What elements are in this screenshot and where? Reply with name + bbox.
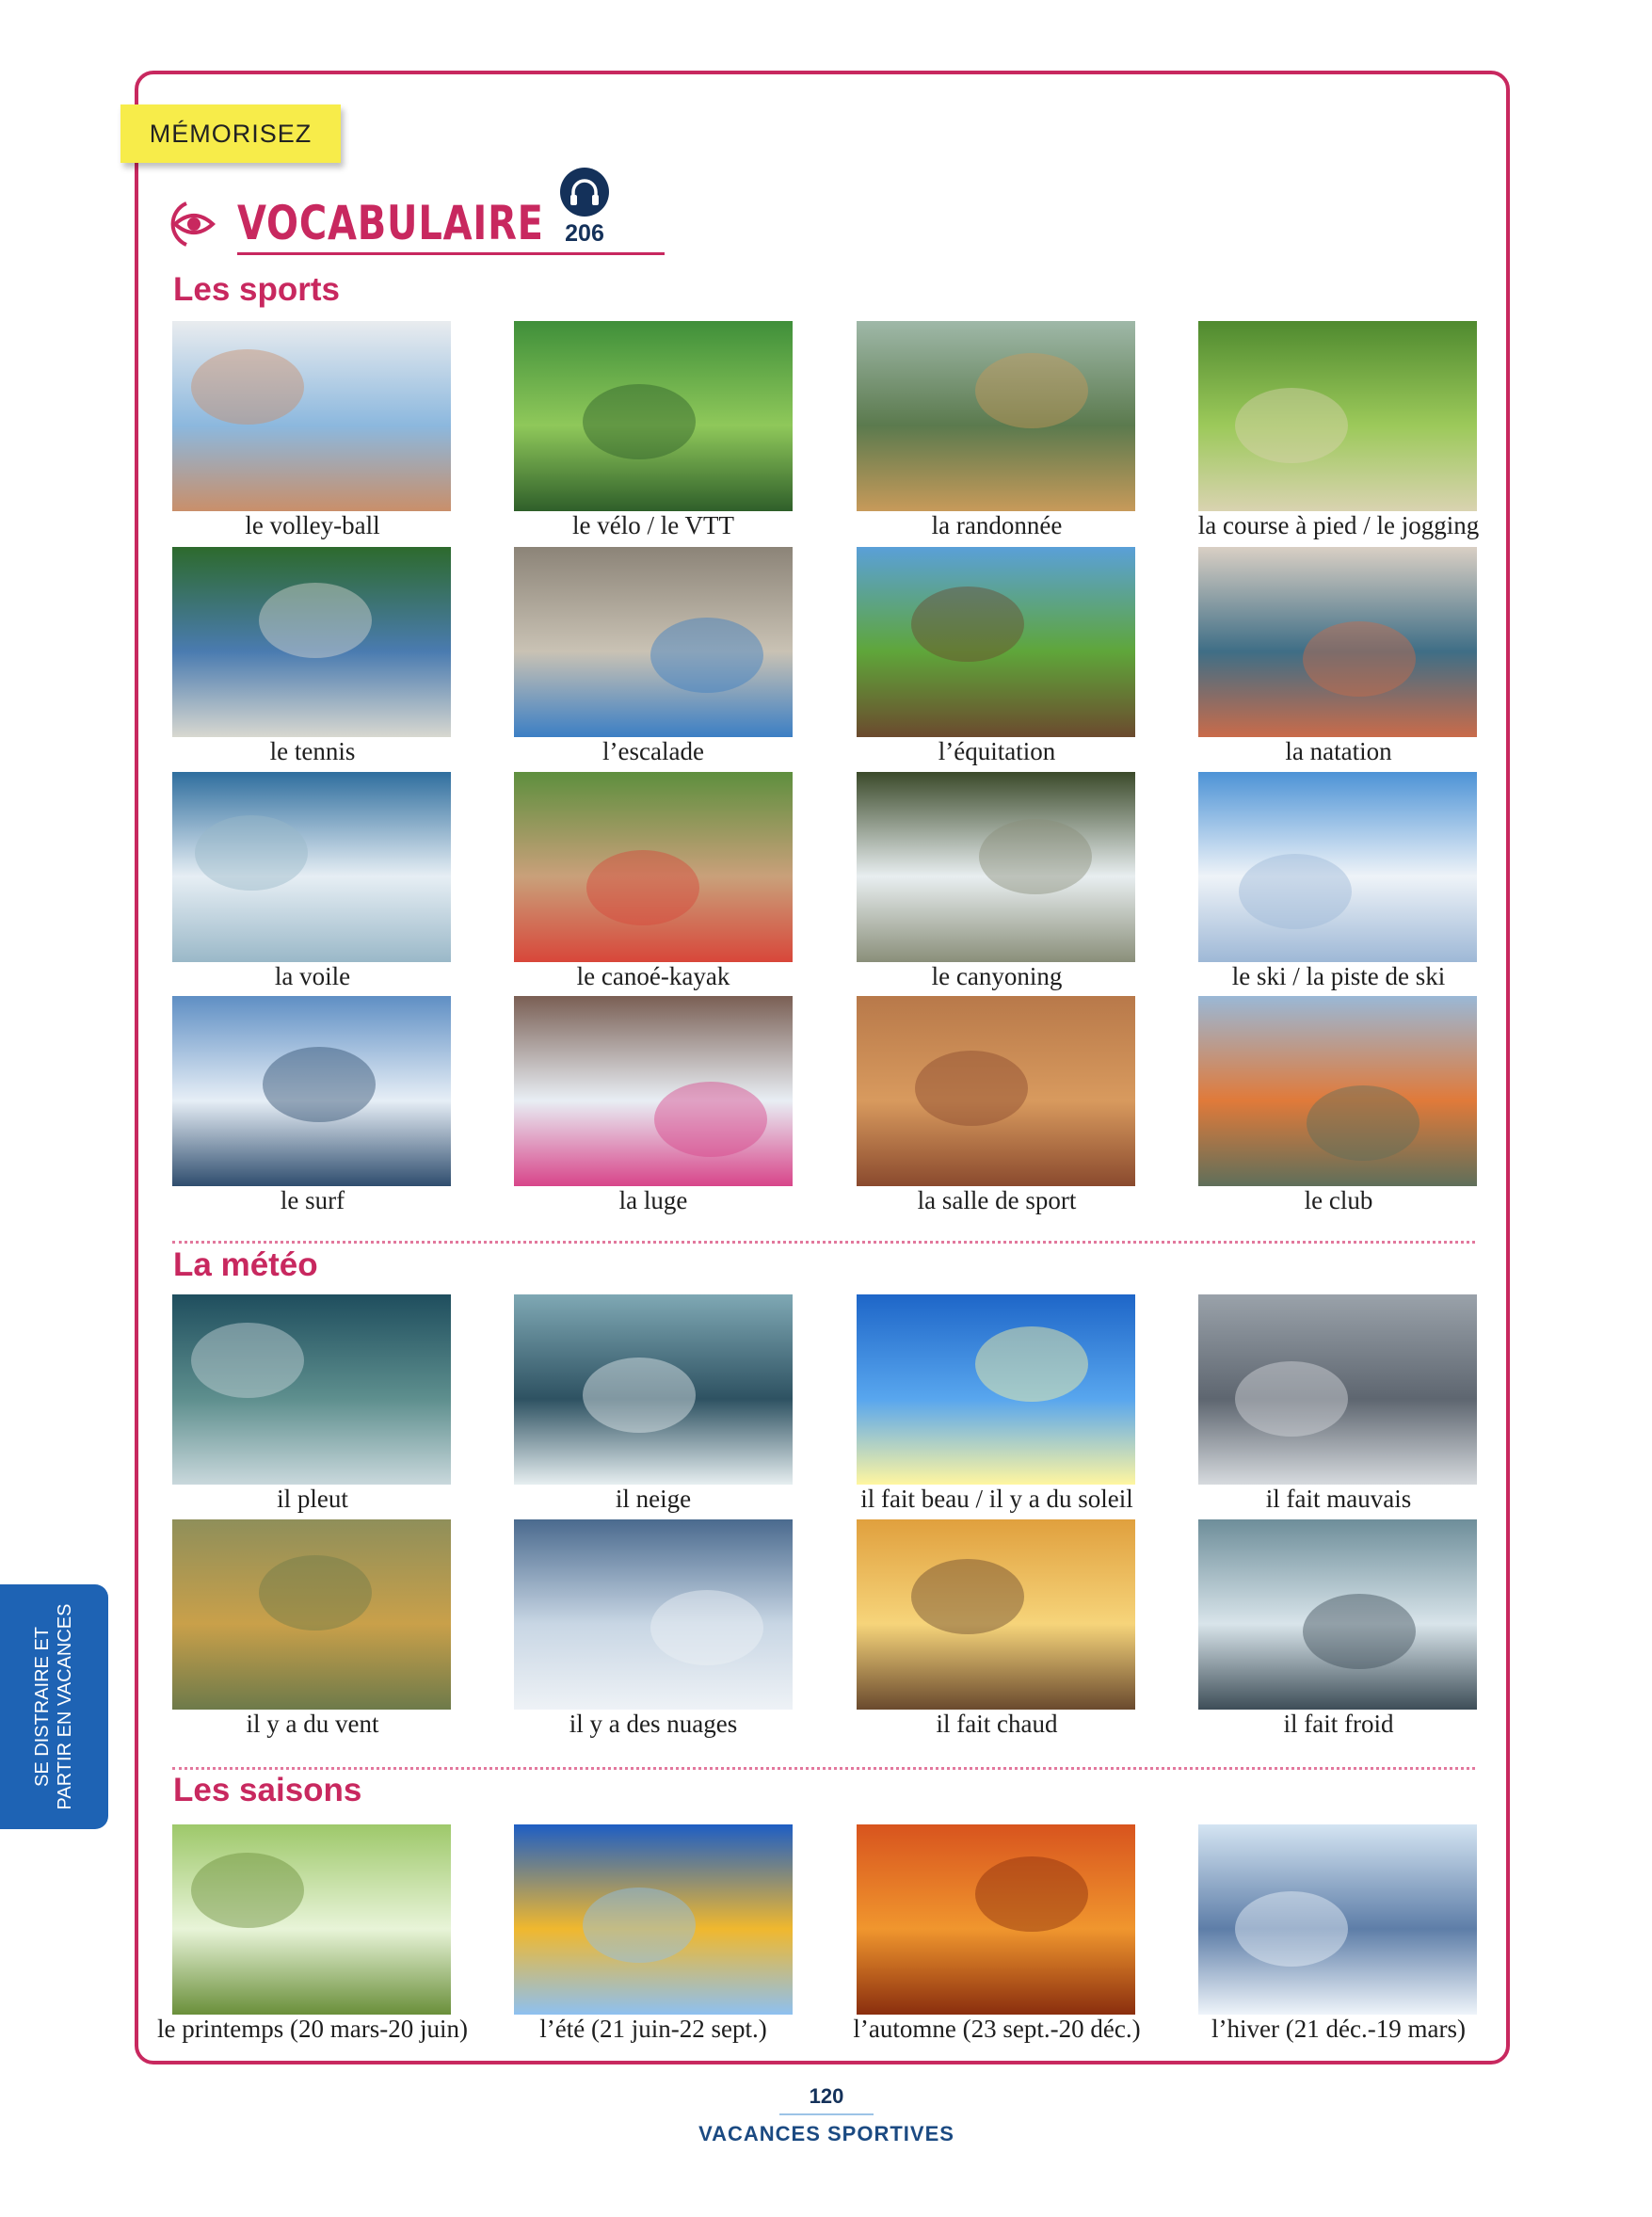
vocab-photo [172, 1519, 451, 1710]
vocab-photo [514, 321, 793, 511]
vocab-photo [857, 772, 1135, 962]
vocab-caption: l’hiver (21 déc.-19 mars) [1211, 2015, 1466, 2043]
vocab-photo [857, 1824, 1135, 2015]
section-title-saisons: Les saisons [173, 1772, 362, 1808]
vocab-photo [514, 772, 793, 962]
vocab-caption: le volley-ball [245, 511, 380, 539]
vocab-caption: l’escalade [602, 737, 704, 765]
vocab-photo [172, 547, 451, 737]
section-title-meteo: La météo [173, 1246, 318, 1283]
side-tab-line: SE DISTRAIRE ET [32, 1626, 53, 1788]
vocab-photo [172, 996, 451, 1186]
side-tab-label: SE DISTRAIRE ET PARTIR EN VACANCES [31, 1604, 76, 1810]
vocab-photo [1198, 996, 1477, 1186]
vocab-caption: il fait chaud [936, 1710, 1058, 1738]
vocab-photo [1198, 321, 1477, 511]
vocab-caption: le club [1304, 1186, 1373, 1214]
vocab-caption: il neige [615, 1485, 692, 1513]
headphones-icon[interactable] [560, 168, 609, 217]
vocab-caption: il fait froid [1283, 1710, 1394, 1738]
vocab-caption: le printemps (20 mars-20 juin) [157, 2015, 468, 2043]
vocab-caption: le ski / la piste de ski [1231, 962, 1446, 990]
vocab-photo [172, 1824, 451, 2015]
memorisez-tag: MÉMORISEZ [120, 104, 341, 163]
chapter-title: VACANCES SPORTIVES [698, 2122, 954, 2145]
section-divider [172, 1241, 1475, 1244]
side-tab-line: PARTIR EN VACANCES [55, 1603, 75, 1810]
vocab-photo [1198, 547, 1477, 737]
vocab-caption: le vélo / le VTT [572, 511, 734, 539]
vocab-caption: il fait mauvais [1265, 1485, 1412, 1513]
vocab-caption: la luge [618, 1186, 688, 1214]
vocab-caption: le tennis [269, 737, 356, 765]
vocab-photo [514, 996, 793, 1186]
vocab-photo [1198, 772, 1477, 962]
vocab-photo [172, 1294, 451, 1485]
vocab-photo [857, 321, 1135, 511]
vocab-caption: il y a des nuages [569, 1710, 738, 1738]
vocab-caption: il y a du vent [246, 1710, 379, 1738]
vocab-caption: le canyoning [931, 962, 1063, 990]
title-underline [237, 252, 665, 255]
eye-icon [170, 201, 216, 247]
vocab-photo [514, 547, 793, 737]
vocab-caption: la course à pied / le jogging [1197, 511, 1480, 539]
vocab-caption: la natation [1285, 737, 1392, 765]
vocab-caption: le canoé-kayak [576, 962, 730, 990]
audio-track-number: 206 [565, 220, 604, 247]
vocab-caption: la voile [274, 962, 351, 990]
page-frame [135, 71, 1510, 2064]
vocab-photo [1198, 1824, 1477, 2015]
vocab-caption: la salle de sport [917, 1186, 1077, 1214]
vocab-caption: la randonnée [931, 511, 1063, 539]
vocab-photo [514, 1294, 793, 1485]
vocab-caption: l’automne (23 sept.-20 déc.) [853, 2015, 1141, 2043]
vocab-caption: il pleut [277, 1485, 348, 1513]
vocab-caption: le surf [280, 1186, 345, 1214]
vocab-photo [514, 1519, 793, 1710]
page-number-underline [779, 2113, 874, 2115]
vocab-caption: il fait beau / il y a du soleil [860, 1485, 1133, 1513]
vocab-photo [1198, 1519, 1477, 1710]
section-divider [172, 1767, 1475, 1770]
vocab-photo [514, 1824, 793, 2015]
page-title: VOCABULAIRE [237, 196, 544, 250]
page-number: 120 [809, 2084, 844, 2108]
vocab-caption: l’équitation [938, 737, 1056, 765]
vocab-caption: l’été (21 juin-22 sept.) [539, 2015, 767, 2043]
vocab-photo [1198, 1294, 1477, 1485]
vocab-photo [172, 321, 451, 511]
vocab-photo [172, 772, 451, 962]
section-title-sports: Les sports [173, 271, 340, 308]
vocab-photo [857, 1519, 1135, 1710]
vocab-photo [857, 1294, 1135, 1485]
vocab-photo [857, 996, 1135, 1186]
chapter-side-tab[interactable]: SE DISTRAIRE ET PARTIR EN VACANCES [0, 1584, 108, 1829]
vocab-photo [857, 547, 1135, 737]
